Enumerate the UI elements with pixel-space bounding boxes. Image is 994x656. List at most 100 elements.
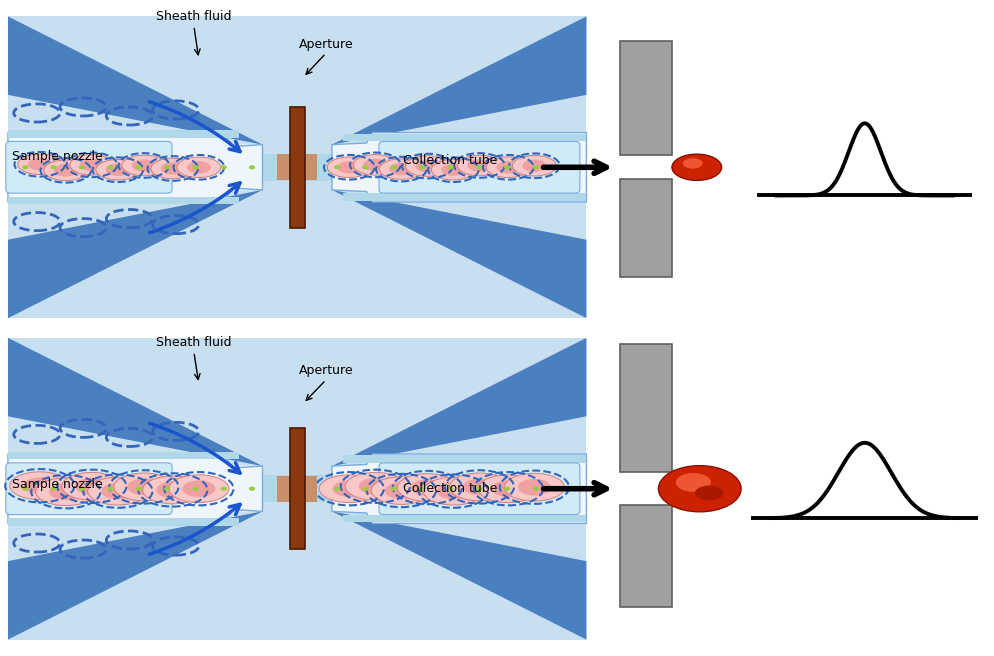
Bar xyxy=(344,134,586,141)
Circle shape xyxy=(51,487,57,491)
Bar xyxy=(8,197,240,204)
Polygon shape xyxy=(8,16,262,145)
Ellipse shape xyxy=(522,159,547,172)
Ellipse shape xyxy=(50,483,83,500)
Circle shape xyxy=(418,487,425,491)
Ellipse shape xyxy=(359,478,392,495)
Polygon shape xyxy=(332,454,586,523)
Ellipse shape xyxy=(518,479,551,495)
Ellipse shape xyxy=(122,155,166,176)
Circle shape xyxy=(135,165,142,169)
Circle shape xyxy=(107,165,113,169)
Circle shape xyxy=(418,165,425,169)
Ellipse shape xyxy=(127,479,160,495)
Circle shape xyxy=(277,165,283,169)
Text: Aperture: Aperture xyxy=(299,37,353,51)
Ellipse shape xyxy=(87,478,148,505)
Bar xyxy=(8,154,586,181)
Circle shape xyxy=(248,487,255,491)
Bar xyxy=(620,179,672,277)
Ellipse shape xyxy=(28,158,52,171)
Bar xyxy=(289,428,305,549)
Polygon shape xyxy=(8,133,262,202)
Circle shape xyxy=(334,165,340,169)
Circle shape xyxy=(362,487,369,491)
Ellipse shape xyxy=(80,159,104,171)
Ellipse shape xyxy=(345,472,406,500)
Polygon shape xyxy=(332,16,586,145)
Circle shape xyxy=(504,165,510,169)
Ellipse shape xyxy=(415,160,439,173)
Circle shape xyxy=(107,487,113,491)
Circle shape xyxy=(391,487,397,491)
Polygon shape xyxy=(332,454,586,523)
Ellipse shape xyxy=(114,473,174,501)
Polygon shape xyxy=(332,133,586,202)
Ellipse shape xyxy=(467,159,491,172)
Ellipse shape xyxy=(105,163,130,176)
Text: Aperture: Aperture xyxy=(299,364,353,377)
Bar xyxy=(344,515,586,522)
Ellipse shape xyxy=(10,472,70,500)
Ellipse shape xyxy=(182,480,216,497)
FancyBboxPatch shape xyxy=(379,463,580,514)
Ellipse shape xyxy=(478,475,539,502)
Text: Sample nozzle: Sample nozzle xyxy=(12,150,102,163)
Bar xyxy=(8,16,586,318)
Ellipse shape xyxy=(36,478,95,506)
Bar xyxy=(8,452,240,459)
Bar xyxy=(289,107,305,228)
Bar xyxy=(344,194,586,201)
Ellipse shape xyxy=(337,161,362,173)
Circle shape xyxy=(248,165,255,169)
Ellipse shape xyxy=(54,164,78,176)
Text: Collection tube: Collection tube xyxy=(403,482,497,495)
Polygon shape xyxy=(8,512,262,640)
Ellipse shape xyxy=(151,158,195,178)
Bar xyxy=(277,154,317,180)
Text: Sample nozzle: Sample nozzle xyxy=(12,478,102,491)
Ellipse shape xyxy=(23,478,57,494)
Circle shape xyxy=(504,487,510,491)
Ellipse shape xyxy=(398,474,457,501)
Circle shape xyxy=(79,487,85,491)
Circle shape xyxy=(305,165,312,169)
Ellipse shape xyxy=(492,480,525,497)
Ellipse shape xyxy=(169,475,229,502)
Circle shape xyxy=(476,165,482,169)
Bar xyxy=(8,475,586,502)
Circle shape xyxy=(362,165,369,169)
Ellipse shape xyxy=(385,482,417,499)
Circle shape xyxy=(192,487,199,491)
Ellipse shape xyxy=(406,156,449,176)
Polygon shape xyxy=(332,512,586,640)
Circle shape xyxy=(22,487,29,491)
Bar xyxy=(8,518,240,525)
Polygon shape xyxy=(8,133,262,202)
Circle shape xyxy=(334,487,340,491)
Ellipse shape xyxy=(513,155,557,176)
Bar xyxy=(344,455,586,462)
Ellipse shape xyxy=(161,162,185,174)
Ellipse shape xyxy=(327,157,371,178)
Ellipse shape xyxy=(449,473,510,501)
Text: Sheath fluid: Sheath fluid xyxy=(156,10,232,23)
Ellipse shape xyxy=(353,155,398,175)
Ellipse shape xyxy=(683,158,703,169)
Circle shape xyxy=(305,487,312,491)
Circle shape xyxy=(51,165,57,169)
Bar xyxy=(620,41,672,155)
Circle shape xyxy=(533,487,539,491)
Text: Collection tube: Collection tube xyxy=(403,154,497,167)
Ellipse shape xyxy=(457,155,501,176)
Circle shape xyxy=(277,487,283,491)
Polygon shape xyxy=(8,454,262,523)
Text: Sheath fluid: Sheath fluid xyxy=(156,336,232,349)
Ellipse shape xyxy=(44,160,87,180)
Ellipse shape xyxy=(76,478,108,495)
Circle shape xyxy=(561,487,568,491)
Circle shape xyxy=(476,487,482,491)
Ellipse shape xyxy=(431,159,475,180)
FancyBboxPatch shape xyxy=(6,142,172,193)
Ellipse shape xyxy=(95,159,140,180)
